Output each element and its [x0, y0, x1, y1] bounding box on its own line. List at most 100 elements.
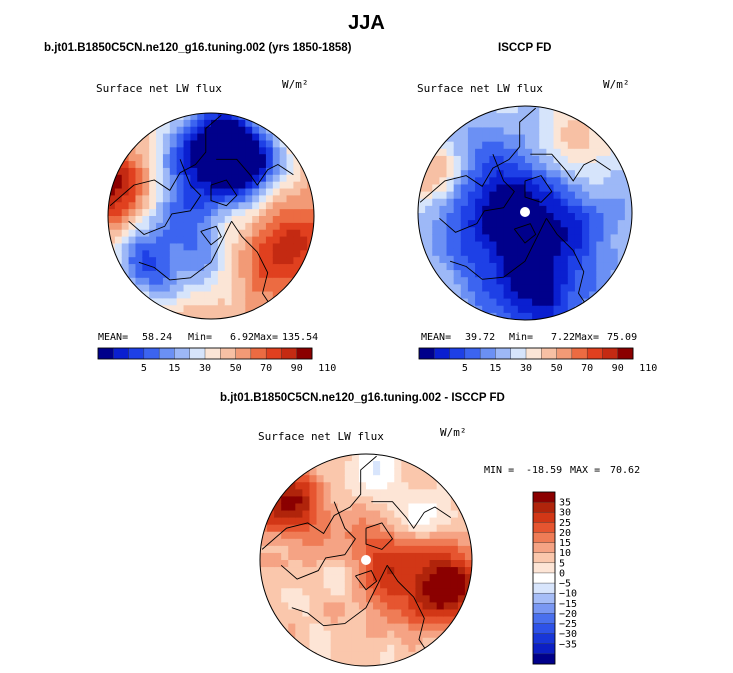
- map-cell: [260, 567, 268, 575]
- map-cell: [436, 517, 445, 526]
- map-cell: [330, 475, 339, 483]
- map-cell: [272, 257, 281, 265]
- map-cell: [204, 305, 212, 313]
- map-cell: [156, 154, 164, 162]
- map-cell: [286, 270, 294, 279]
- map-cell: [610, 241, 619, 250]
- map-cell: [288, 595, 296, 603]
- map-cell: [408, 567, 417, 575]
- map-cell: [183, 236, 191, 245]
- map-cell: [302, 588, 311, 596]
- map-cell: [330, 574, 339, 582]
- map-cell: [510, 213, 519, 221]
- map-cell: [337, 560, 346, 568]
- map-cell: [460, 198, 469, 207]
- map-cell: [300, 195, 308, 203]
- map-cell: [190, 119, 198, 128]
- map-cell: [183, 216, 191, 224]
- map-cell: [323, 531, 332, 540]
- map-cell: [224, 188, 233, 196]
- map-cell: [149, 202, 157, 210]
- map-cell: [162, 140, 171, 148]
- map-cell: [309, 545, 318, 554]
- map-cell: [245, 298, 253, 306]
- map-cell: [582, 184, 590, 193]
- map-cell: [288, 510, 296, 519]
- map-cell: [288, 545, 296, 554]
- map-cell: [135, 140, 143, 148]
- map-cell: [281, 503, 289, 512]
- map-cell: [408, 595, 417, 603]
- map-cell: [344, 517, 353, 526]
- map-cell: [302, 574, 311, 582]
- map-cell: [408, 616, 417, 625]
- map-cell: [330, 637, 339, 646]
- map-cell: [252, 140, 260, 148]
- map-cell: [252, 195, 260, 203]
- map-cell: [323, 489, 332, 497]
- map-cell: [510, 113, 519, 121]
- map-cell: [567, 291, 576, 300]
- map-cell: [596, 170, 605, 178]
- map-cell: [156, 216, 164, 224]
- map-cell: [323, 644, 332, 653]
- map-cell: [211, 181, 219, 190]
- map-cell: [337, 524, 346, 533]
- map-cell: [238, 257, 246, 265]
- map-cell: [475, 141, 483, 150]
- map-cell: [617, 205, 626, 214]
- map-cell: [489, 298, 498, 307]
- map-cell: [272, 222, 281, 231]
- map-cell: [358, 510, 367, 519]
- map-cell: [183, 119, 191, 128]
- map-cell: [156, 270, 164, 279]
- map-cell: [260, 574, 268, 582]
- colorbar-swatch: [532, 542, 556, 554]
- map-cell: [274, 524, 282, 533]
- colorbar-swatch: [532, 603, 556, 614]
- map-cell: [224, 291, 233, 299]
- map-cell: [295, 595, 303, 603]
- map-cell: [415, 545, 424, 554]
- map-cell: [517, 170, 526, 178]
- map-cell: [224, 250, 233, 258]
- map-cell: [135, 257, 143, 265]
- map-cell: [482, 191, 490, 200]
- map-cell: [553, 163, 562, 171]
- colorbar-swatch: [250, 347, 267, 360]
- map-cell: [279, 291, 288, 299]
- map-cell: [475, 120, 483, 128]
- map-cell: [415, 616, 424, 625]
- map-cell: [323, 630, 332, 639]
- map-cell: [617, 191, 626, 200]
- map-cell: [265, 161, 274, 169]
- map-cell: [211, 140, 219, 148]
- map-cell: [596, 255, 605, 264]
- map-cell: [330, 588, 339, 596]
- map-cell: [475, 234, 483, 243]
- map-cell: [582, 227, 590, 235]
- map-cell: [358, 496, 367, 505]
- map-cell: [546, 248, 555, 257]
- map-cell: [183, 284, 191, 293]
- map-cell: [344, 658, 353, 666]
- map-cell: [217, 119, 226, 128]
- colorbar-tick-label: 10: [559, 548, 571, 559]
- map-cell: [446, 134, 455, 143]
- map-cell: [582, 262, 590, 271]
- map-cell: [217, 229, 226, 238]
- map-cell: [453, 120, 462, 128]
- map-cell: [259, 126, 267, 135]
- map-cell: [422, 552, 431, 561]
- colorbar-swatch: [235, 347, 252, 360]
- map-cell: [224, 270, 233, 279]
- map-cell: [337, 538, 346, 547]
- map-cell: [245, 181, 253, 190]
- map-cell: [574, 184, 583, 193]
- map-cell: [358, 595, 367, 603]
- map-cell: [295, 545, 303, 554]
- map-cell: [288, 574, 296, 582]
- colorbar-tick-label: 15: [489, 363, 501, 374]
- map-cell: [567, 127, 576, 136]
- map-cell: [429, 545, 438, 554]
